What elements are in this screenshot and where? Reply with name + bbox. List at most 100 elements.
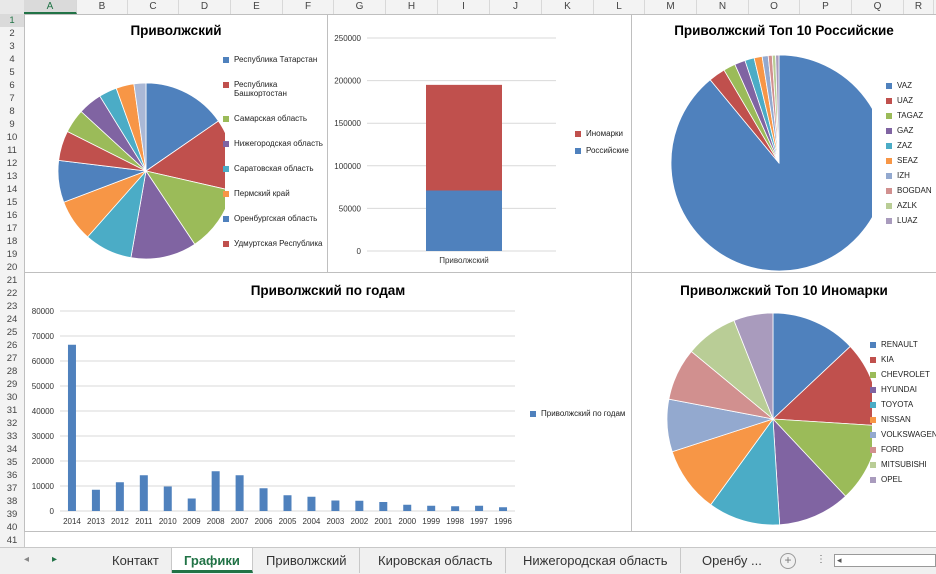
row-header-6[interactable]: 6 <box>9 80 15 91</box>
prev-sheet-arrow-icon[interactable]: ◂ <box>24 554 30 565</box>
column-header-d[interactable]: D <box>179 0 231 14</box>
row-header-41[interactable]: 41 <box>6 535 18 546</box>
stacked-bar-segment[interactable] <box>426 190 502 251</box>
column-header-m[interactable]: M <box>645 0 697 14</box>
row-header-28[interactable]: 28 <box>6 366 18 377</box>
year-bar[interactable] <box>67 344 76 511</box>
column-header-e[interactable]: E <box>231 0 283 14</box>
pie-slice[interactable] <box>145 82 219 172</box>
stacked-bar-segment[interactable] <box>426 84 502 191</box>
add-sheet-icon[interactable]: + <box>780 553 796 569</box>
year-bar[interactable] <box>139 475 148 511</box>
row-header-16[interactable]: 16 <box>6 210 18 221</box>
row-header-31[interactable]: 31 <box>6 405 18 416</box>
year-bar[interactable] <box>211 471 220 511</box>
year-bar[interactable] <box>259 488 268 511</box>
tab-privolzhsky[interactable]: Приволжский <box>254 548 360 573</box>
row-header-25[interactable]: 25 <box>6 327 18 338</box>
column-header-r[interactable]: R <box>904 0 934 14</box>
column-header-f[interactable]: F <box>283 0 334 14</box>
column-header-p[interactable]: P <box>800 0 852 14</box>
pie-slice[interactable] <box>733 312 774 420</box>
year-bar[interactable] <box>91 489 100 511</box>
column-header-q[interactable]: Q <box>852 0 904 14</box>
row-header-2[interactable]: 2 <box>9 28 15 39</box>
column-header-n[interactable]: N <box>697 0 749 14</box>
column-header-j[interactable]: J <box>490 0 542 14</box>
pie-slice[interactable] <box>772 345 872 426</box>
row-header-11[interactable]: 11 <box>7 145 17 156</box>
year-bar[interactable] <box>235 475 244 511</box>
year-bar[interactable] <box>379 502 388 511</box>
column-header-o[interactable]: O <box>749 0 800 14</box>
pie-slice[interactable] <box>145 120 225 191</box>
column-header-i[interactable]: I <box>438 0 490 14</box>
year-bar[interactable] <box>187 498 196 512</box>
pie-slice[interactable] <box>772 417 847 526</box>
column-header-h[interactable]: H <box>386 0 438 14</box>
row-header-4[interactable]: 4 <box>9 54 15 65</box>
pie-slice[interactable] <box>772 312 851 420</box>
year-bar[interactable] <box>427 505 436 511</box>
row-header-1[interactable]: 1 <box>0 14 24 27</box>
tab-kirovskaya[interactable]: Кировская область <box>366 548 506 573</box>
column-header-a[interactable]: A <box>24 0 77 14</box>
pie-slice[interactable] <box>133 82 147 172</box>
row-header-20[interactable]: 20 <box>6 262 18 273</box>
row-header-9[interactable]: 9 <box>9 119 15 130</box>
row-header-34[interactable]: 34 <box>6 444 18 455</box>
select-all-corner[interactable] <box>0 0 25 14</box>
row-header-21[interactable]: 21 <box>6 275 18 286</box>
row-header-24[interactable]: 24 <box>6 314 18 325</box>
pie-slice[interactable] <box>130 169 196 260</box>
row-header-32[interactable]: 32 <box>6 418 18 429</box>
column-header-c[interactable]: C <box>128 0 179 14</box>
column-header-b[interactable]: B <box>77 0 128 14</box>
pie-slice[interactable] <box>775 54 780 164</box>
row-header-3[interactable]: 3 <box>9 41 15 52</box>
row-header-30[interactable]: 30 <box>6 392 18 403</box>
row-header-12[interactable]: 12 <box>6 158 18 169</box>
pie-slice[interactable] <box>772 418 872 497</box>
year-bar[interactable] <box>475 505 484 511</box>
tab-orenburg[interactable]: Оренбу ... <box>702 553 762 568</box>
next-sheet-arrow-icon[interactable]: ▸ <box>52 554 58 565</box>
row-header-26[interactable]: 26 <box>6 340 18 351</box>
row-header-10[interactable]: 10 <box>6 132 18 143</box>
row-header-5[interactable]: 5 <box>9 67 15 78</box>
row-header-39[interactable]: 39 <box>6 509 18 520</box>
row-header-33[interactable]: 33 <box>6 431 18 442</box>
row-header-23[interactable]: 23 <box>6 301 18 312</box>
row-header-17[interactable]: 17 <box>6 223 18 234</box>
row-header-37[interactable]: 37 <box>6 483 18 494</box>
year-bar[interactable] <box>163 486 172 512</box>
pie-slice[interactable] <box>145 170 225 245</box>
row-header-13[interactable]: 13 <box>6 171 18 182</box>
row-header-14[interactable]: 14 <box>6 184 18 195</box>
chart-top10-foreign-pie[interactable]: Приволжский Топ 10 Иномарки RENAULT KIA CH… <box>631 272 936 532</box>
column-header-g[interactable]: G <box>334 0 386 14</box>
tab-kontakt[interactable]: Контакт <box>100 548 172 573</box>
row-header-27[interactable]: 27 <box>6 353 18 364</box>
year-bar[interactable] <box>307 496 316 511</box>
row-header-38[interactable]: 38 <box>6 496 18 507</box>
horizontal-scrollbar[interactable]: ◂ <box>834 554 936 567</box>
row-header-18[interactable]: 18 <box>6 236 18 247</box>
row-header-36[interactable]: 36 <box>6 470 18 481</box>
year-bar[interactable] <box>283 495 292 511</box>
chart-regions-pie[interactable]: Приволжский Республика Татарстан Республи… <box>24 14 328 273</box>
scroll-left-arrow-icon[interactable]: ◂ <box>837 555 842 565</box>
sheet-area[interactable]: Приволжский Республика Татарстан Республи… <box>24 14 936 547</box>
row-header-15[interactable]: 15 <box>6 197 18 208</box>
year-bar[interactable] <box>499 507 508 511</box>
chart-top10-russian-pie[interactable]: Приволжский Топ 10 Российские VAZ UAZ TAGA… <box>631 14 936 273</box>
row-header-7[interactable]: 7 <box>9 93 15 104</box>
pie-slice[interactable] <box>710 417 781 526</box>
column-header-k[interactable]: K <box>542 0 594 14</box>
pie-slice[interactable] <box>670 54 872 272</box>
chart-by-years[interactable]: Приволжский по годам 0 10000 20000 30000 400… <box>24 272 632 532</box>
column-header-l[interactable]: L <box>594 0 645 14</box>
row-header-22[interactable]: 22 <box>6 288 18 299</box>
year-bar[interactable] <box>331 500 340 512</box>
year-bar[interactable] <box>403 504 412 511</box>
